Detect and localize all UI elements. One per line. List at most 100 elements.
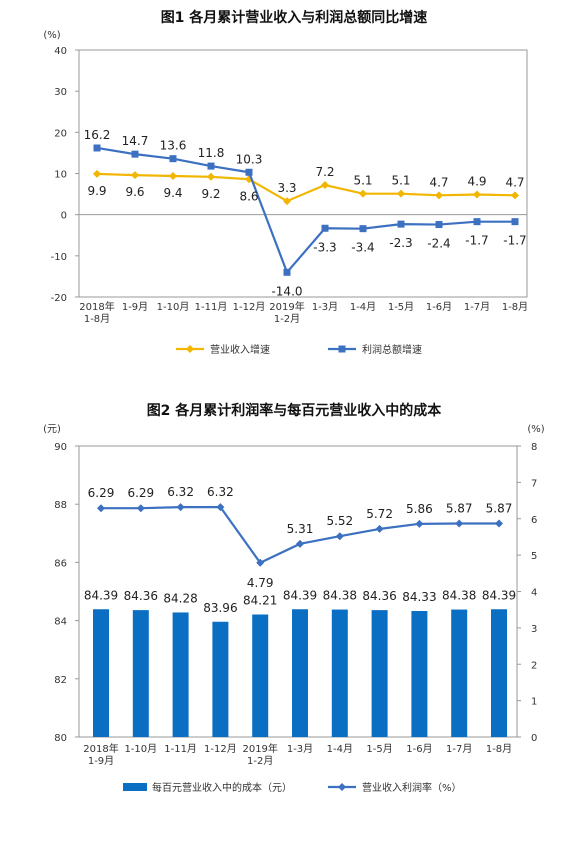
data-label: 9.6 bbox=[125, 185, 144, 199]
data-point bbox=[216, 503, 225, 512]
data-point bbox=[97, 504, 105, 513]
y-tick-label: 30 bbox=[54, 87, 67, 98]
x-tick-label: 1-11月 bbox=[195, 301, 228, 313]
x-tick-label: 1-7月 bbox=[464, 301, 490, 313]
line-data-label: 6.29 bbox=[88, 486, 115, 500]
chart1-y-unit: (%) bbox=[43, 30, 60, 41]
line-data-label: 6.32 bbox=[167, 485, 194, 499]
data-label: -3.3 bbox=[313, 240, 336, 254]
bar-data-label: 84.38 bbox=[442, 589, 476, 603]
x-tick-label: 1-6月 bbox=[406, 743, 432, 755]
y-tick-label-left: 84 bbox=[54, 617, 67, 628]
series-line-profit bbox=[96, 146, 515, 275]
line-data-label: 5.87 bbox=[486, 501, 513, 515]
x-tick-label: 1-2月 bbox=[274, 313, 300, 325]
data-label: 4.9 bbox=[467, 174, 486, 188]
data-point bbox=[131, 171, 139, 180]
x-tick-label: 1-5月 bbox=[388, 301, 414, 313]
y-tick-label-left: 82 bbox=[54, 675, 67, 686]
data-point bbox=[473, 190, 481, 199]
line-data-label: 6.32 bbox=[207, 485, 234, 499]
line-data-label: 5.86 bbox=[406, 502, 433, 516]
cost-bar bbox=[491, 609, 507, 737]
y-tick-label-left: 90 bbox=[54, 442, 67, 453]
data-label: 5.1 bbox=[353, 174, 372, 188]
data-label: 16.2 bbox=[84, 128, 111, 142]
legend-label-profit: 利润总额增速 bbox=[362, 343, 422, 356]
cost-bar bbox=[252, 614, 269, 737]
bar-data-label: 84.33 bbox=[402, 590, 436, 604]
chart2-title: 图2 各月累计利润率与每百元营业收入中的成本 bbox=[147, 402, 443, 419]
line-data-label: 5.87 bbox=[446, 501, 473, 515]
bar-data-label: 84.36 bbox=[362, 589, 396, 603]
data-label: -3.4 bbox=[351, 241, 374, 255]
data-label: 11.8 bbox=[198, 146, 225, 160]
cost-bar bbox=[172, 612, 189, 737]
data-point bbox=[136, 504, 145, 513]
bar-data-label: 83.96 bbox=[203, 601, 237, 615]
data-point bbox=[359, 189, 367, 198]
data-point bbox=[176, 503, 185, 512]
y-tick-label-left: 80 bbox=[54, 733, 67, 744]
data-label: 9.2 bbox=[201, 187, 220, 201]
data-point bbox=[321, 224, 329, 232]
data-point bbox=[207, 162, 215, 170]
y-tick-label-right: 1 bbox=[531, 697, 537, 708]
y-tick-label-right: 2 bbox=[531, 660, 537, 671]
data-label: 9.4 bbox=[163, 186, 182, 200]
line-data-label: 5.31 bbox=[287, 522, 314, 536]
x-tick-label: 1-10月 bbox=[157, 301, 190, 313]
bar-data-label: 84.21 bbox=[243, 593, 277, 607]
y-tick-label-right: 7 bbox=[531, 478, 537, 489]
legend-label-cost: 每百元营业收入中的成本（元） bbox=[152, 781, 292, 794]
legend-marker-profit bbox=[338, 345, 346, 353]
data-point bbox=[397, 220, 405, 228]
data-point bbox=[435, 191, 443, 200]
data-point bbox=[435, 221, 443, 229]
x-tick-label: 1-12月 bbox=[204, 743, 237, 755]
data-label: 13.6 bbox=[160, 139, 187, 153]
data-label: -2.3 bbox=[389, 236, 412, 250]
series-line-revenue bbox=[96, 172, 516, 203]
y-tick-label: 20 bbox=[54, 128, 67, 139]
chart2-y-unit-right: (%) bbox=[527, 424, 544, 435]
x-tick-label: 1-11月 bbox=[164, 743, 197, 755]
data-label: 5.1 bbox=[391, 174, 410, 188]
data-label: 7.2 bbox=[315, 165, 334, 179]
x-tick-label: 1-3月 bbox=[312, 301, 338, 313]
data-point bbox=[245, 168, 253, 176]
bar-data-label: 84.38 bbox=[323, 589, 357, 603]
x-tick-label: 1-9月 bbox=[88, 755, 114, 767]
bar-data-label: 84.39 bbox=[482, 588, 516, 602]
y-tick-label-left: 86 bbox=[54, 558, 67, 569]
data-label: -1.7 bbox=[465, 234, 488, 248]
data-point bbox=[397, 189, 405, 198]
y-tick-label-right: 6 bbox=[531, 515, 537, 526]
data-point bbox=[283, 268, 291, 276]
data-label: -2.4 bbox=[427, 237, 450, 251]
data-point bbox=[131, 150, 139, 158]
bar-data-label: 84.39 bbox=[84, 588, 118, 602]
legend-label-profit-rate: 营业收入利润率（%） bbox=[362, 781, 462, 794]
legend-marker-revenue bbox=[186, 345, 194, 353]
x-tick-label: 1-8月 bbox=[84, 313, 110, 325]
y-tick-label-left: 88 bbox=[54, 500, 67, 511]
data-point bbox=[169, 155, 177, 163]
data-point bbox=[511, 218, 519, 226]
data-label: 14.7 bbox=[122, 134, 149, 148]
x-tick-label: 1-7月 bbox=[446, 743, 472, 755]
data-point bbox=[256, 558, 265, 567]
data-point bbox=[93, 144, 101, 152]
bar-data-label: 84.39 bbox=[283, 588, 317, 602]
data-label: 4.7 bbox=[505, 175, 524, 189]
x-tick-label: 2018年 bbox=[79, 300, 114, 313]
data-point bbox=[473, 218, 481, 226]
data-label: 9.9 bbox=[87, 184, 106, 198]
chart2-y-unit-left: (元) bbox=[43, 424, 61, 435]
y-tick-label-right: 3 bbox=[531, 624, 537, 635]
y-tick-label-right: 8 bbox=[531, 442, 537, 453]
cost-bar bbox=[411, 610, 428, 737]
line-data-label: 5.52 bbox=[326, 514, 353, 528]
legend-marker-profit-rate bbox=[338, 783, 346, 791]
